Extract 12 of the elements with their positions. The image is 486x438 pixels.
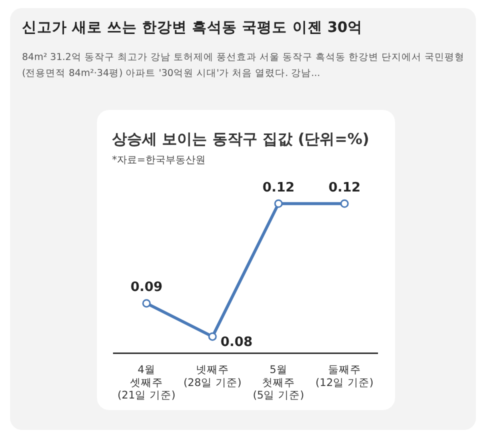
text: *자료=한국부동산원 — [112, 154, 206, 167]
x-tick-label: 둘째주 (12일 기준) — [316, 364, 374, 389]
data-label: 0.12 — [262, 180, 295, 196]
data-label: 0.08 — [220, 334, 253, 350]
chart-subtitle: 84m² 31.2억 동작구 최고가 강남 토허제에 풍선효과 서울 동작구 흑석동 한강변 단지에서 국민평형(전용면적 84m²·34평) 아파트 '30억원 시대'가 처음 열렸다. 강남... — [22, 51, 466, 81]
chart-title: 신고가 새로 쓰는 한강변 흑석동 국평도 이젠 30억 — [22, 19, 363, 37]
x-tick-label: 5월 첫째주 (5일 기준) — [252, 364, 304, 402]
data-label: 0.09 — [130, 280, 163, 296]
text: 상승세 보이는 동작구 집값 (단위=%) — [112, 130, 370, 149]
x-tick-label: 4월 셋째주 (21일 기준) — [118, 364, 176, 402]
data-label: 0.12 — [328, 180, 361, 196]
x-tick-label: 넷째주 (28일 기준) — [184, 364, 242, 389]
